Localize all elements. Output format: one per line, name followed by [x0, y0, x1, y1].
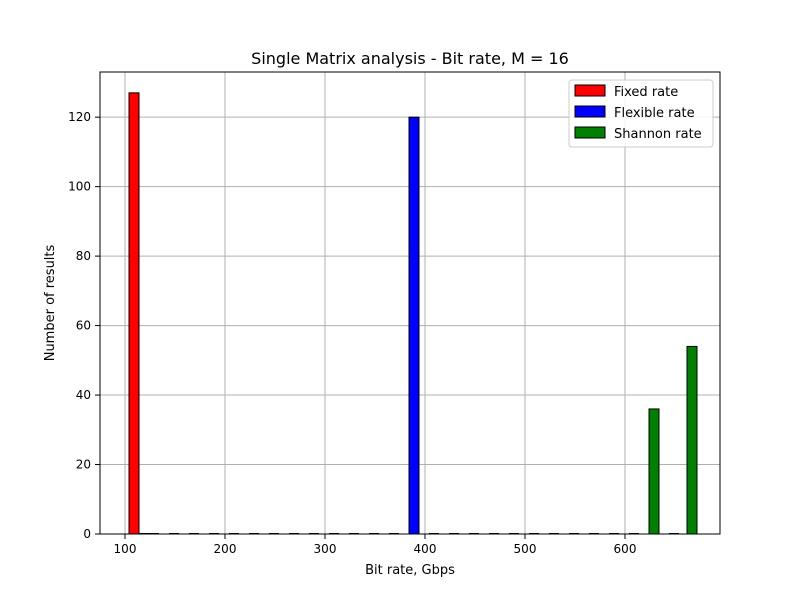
x-tick-label-200: 200 [214, 542, 237, 556]
x-tick-label-100: 100 [114, 542, 137, 556]
y-axis-label: Number of results [43, 244, 58, 361]
axes [99, 71, 721, 535]
bar-fixed-rate-0 [128, 92, 140, 535]
x-tick-label-500: 500 [514, 542, 537, 556]
y-tick-label-120: 120 [68, 110, 91, 124]
legend-label-shannon-rate: Shannon rate [614, 127, 702, 142]
bar-shannon-rate-1 [686, 345, 698, 535]
x-tick-label-600: 600 [614, 542, 637, 556]
legend-swatch-shannon-rate [574, 126, 606, 139]
legend-swatch-flexible-rate [574, 105, 606, 118]
x-tick-label-300: 300 [314, 542, 337, 556]
bar-shannon-rate-0 [648, 408, 660, 535]
legend-swatch-fixed-rate [574, 84, 606, 97]
x-axis-label: Bit rate, Gbps [365, 563, 455, 578]
x-tick-label-400: 400 [414, 542, 437, 556]
legend-label-fixed-rate: Fixed rate [614, 85, 678, 100]
ticks: 100 200 300 400 500 600 0 20 40 60 80 100 120 [68, 110, 636, 556]
legend: Fixed rate Flexible rate Shannon rate [568, 79, 714, 148]
y-tick-label-20: 20 [76, 458, 91, 472]
plot-frame [99, 71, 721, 535]
y-tick-label-0: 0 [83, 527, 91, 541]
y-tick-label-80: 80 [76, 249, 91, 263]
y-tick-label-40: 40 [76, 388, 91, 402]
y-tick-label-100: 100 [68, 180, 91, 194]
chart-title: Single Matrix analysis - Bit rate, M = 1… [251, 49, 569, 68]
bar-flexible-rate-0 [408, 116, 420, 535]
y-tick-label-60: 60 [76, 319, 91, 333]
legend-label-flexible-rate: Flexible rate [614, 106, 695, 121]
